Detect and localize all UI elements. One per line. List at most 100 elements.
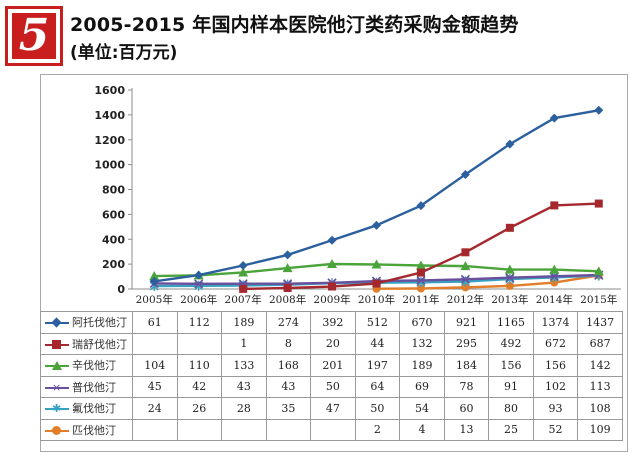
y-tick-label: 400 — [102, 233, 125, 246]
table-cell: 26 — [176, 397, 223, 420]
data-point — [594, 199, 603, 208]
table-cell: 184 — [443, 354, 490, 377]
data-point — [550, 201, 559, 210]
table-row: 辛伐他汀 104 110 133 168 201 197 189 184 156 156 142 — [40, 354, 623, 377]
series-legend-label: ✱ 氟伐他汀 — [40, 397, 133, 420]
data-point — [505, 139, 515, 149]
figure-number: 5 — [12, 13, 56, 59]
data-point — [416, 275, 426, 285]
table-cell: 492 — [488, 332, 534, 355]
table-row: 阿托伐他汀 61 112 189 274 392 512 670 921 1165 1374 1437 — [40, 311, 623, 334]
table-cell: 672 — [532, 332, 579, 355]
data-point — [594, 105, 604, 115]
data-point — [194, 270, 204, 280]
y-tick-label: 600 — [102, 208, 125, 221]
x-tick-label: 2013年 — [491, 293, 528, 306]
x-tick-label: 2005年 — [136, 293, 173, 306]
table-cell: 108 — [577, 397, 623, 420]
data-point — [239, 284, 248, 293]
table-cell: 1165 — [488, 311, 534, 334]
table-cell: 921 — [443, 311, 490, 334]
x-tick-label: 2009年 — [313, 293, 350, 306]
y-tick-label: 0 — [117, 283, 125, 296]
table-cell: 1437 — [577, 311, 623, 334]
series-legend-label: 瑞舒伐他汀 — [40, 332, 133, 355]
table-cell — [310, 418, 356, 441]
table-cell: 80 — [488, 397, 534, 420]
legend-marker-icon — [45, 425, 69, 436]
data-point — [505, 223, 514, 232]
table-cell: 47 — [310, 397, 356, 420]
data-point — [461, 248, 470, 257]
table-cell: 20 — [310, 332, 356, 355]
series-legend-label: × 普伐他汀 — [40, 375, 133, 398]
data-point — [460, 261, 471, 271]
x-tick-label: 2008年 — [269, 293, 306, 306]
data-point — [416, 284, 425, 293]
legend-marker-icon: ✱ — [45, 403, 69, 414]
table-cell: 1374 — [532, 311, 579, 334]
data-point — [283, 284, 292, 293]
table-cell: 60 — [443, 397, 490, 420]
data-point — [282, 263, 293, 273]
legend-marker-icon — [45, 361, 69, 371]
chart-subtitle: (单位:百万元) — [70, 43, 178, 63]
table-row: × 普伐他汀 45 42 43 43 50 64 69 78 91 102 113 — [40, 375, 623, 398]
table-cell: 25 — [488, 418, 534, 441]
table-cell: 197 — [354, 354, 401, 377]
table-cell: 50 — [354, 397, 401, 420]
table-cell: 69 — [399, 375, 445, 398]
data-point — [327, 259, 338, 269]
data-point — [549, 271, 559, 281]
data-point — [550, 278, 559, 287]
table-cell: 24 — [132, 397, 178, 420]
data-point — [460, 274, 470, 284]
data-point — [328, 282, 337, 291]
series-line — [154, 109, 599, 283]
table-cell — [176, 332, 223, 355]
table-cell: 201 — [310, 354, 356, 377]
series-legend-label: 阿托伐他汀 — [40, 311, 133, 334]
table-cell: 54 — [399, 397, 445, 420]
table-row: 瑞舒伐他汀 1 8 20 44 132 295 492 672 687 — [40, 332, 623, 355]
table-cell: 93 — [532, 397, 579, 420]
table-row: ✱ 氟伐他汀 24 26 28 35 47 50 54 60 80 93 108 — [40, 397, 623, 420]
table-cell: 189 — [399, 354, 445, 377]
table-cell: 28 — [221, 397, 267, 420]
legend-marker-icon — [45, 317, 69, 328]
data-point — [549, 113, 559, 123]
chart-title: 2005-2015 年国内样本医院他汀类药采购金额趋势 — [70, 14, 519, 36]
x-tick-label: 2006年 — [180, 293, 217, 306]
table-cell: 64 — [354, 375, 401, 398]
data-point — [371, 259, 382, 269]
legend-marker-icon: × — [45, 382, 69, 393]
table-cell: 156 — [532, 354, 579, 377]
table-cell: 78 — [443, 375, 490, 398]
data-point — [461, 283, 470, 292]
table-cell: 43 — [221, 375, 267, 398]
table-cell: 168 — [265, 354, 312, 377]
data-point — [283, 250, 293, 260]
data-point — [372, 279, 381, 288]
table-cell: 91 — [488, 375, 534, 398]
x-tick-label: 2007年 — [225, 293, 262, 306]
table-cell: 670 — [399, 311, 445, 334]
table-cell: 44 — [354, 332, 401, 355]
data-point — [194, 279, 204, 289]
table-cell — [132, 332, 178, 355]
figure-number-badge: 5 — [5, 6, 63, 66]
data-point — [149, 271, 160, 281]
table-cell: 52 — [532, 418, 579, 441]
table-cell: 4 — [399, 418, 445, 441]
table-cell: 45 — [132, 375, 178, 398]
table-cell: 156 — [488, 354, 534, 377]
table-cell: 35 — [265, 397, 312, 420]
table-cell: 102 — [532, 375, 579, 398]
table-cell: 142 — [577, 354, 623, 377]
table-cell: 512 — [354, 311, 401, 334]
y-tick-label: 200 — [102, 258, 125, 271]
x-tick-label: 2015年 — [580, 293, 617, 306]
data-point — [460, 169, 470, 179]
data-point — [505, 273, 515, 283]
